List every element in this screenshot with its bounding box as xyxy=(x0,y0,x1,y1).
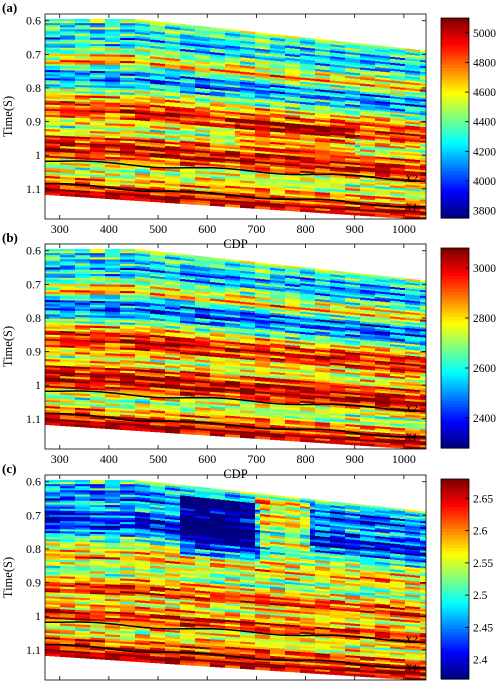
x-tick-label: 300 xyxy=(51,222,69,236)
y-tick-label: 0.9 xyxy=(26,115,41,129)
y-tick-label: 0.6 xyxy=(26,14,41,28)
y-axis-label: Time(S) xyxy=(1,557,15,598)
colorbar-tick-label: 5000 xyxy=(473,28,496,40)
y-tick-label: 0.6 xyxy=(26,475,41,489)
colorbar-tick-label: 2600 xyxy=(473,363,496,375)
horizon-line xyxy=(45,390,425,412)
colorbar: 2400 2600 2800 3000 xyxy=(440,247,496,449)
y-tick-label: 1 xyxy=(35,609,41,623)
horizon-label: X2 xyxy=(404,173,418,185)
colorbar-tick-label: 2.6 xyxy=(473,526,488,538)
x-tick-label: 500 xyxy=(149,452,167,466)
y-tick-label: 0.8 xyxy=(26,542,41,556)
x-tick-label: 1000 xyxy=(392,452,416,466)
x-tick-label: 900 xyxy=(346,222,364,236)
x-tick-label: 400 xyxy=(100,452,118,466)
colorbar-tick-label: 2400 xyxy=(473,413,496,425)
panel-label: (b) xyxy=(2,230,18,245)
colorbar-tick-label: 2.45 xyxy=(473,622,493,634)
colorbar-tick-label: 4400 xyxy=(473,117,496,129)
y-tick-label: 1 xyxy=(35,378,41,392)
horizon-label: X2 xyxy=(404,634,418,646)
panel-label: (a) xyxy=(2,0,17,15)
horizon-line xyxy=(45,643,425,669)
axes-frame xyxy=(44,243,427,450)
x-tick-label: 600 xyxy=(198,222,216,236)
horizon-line xyxy=(45,160,425,182)
colorbar-tick-label: 4200 xyxy=(473,146,496,158)
heatmap xyxy=(45,480,426,680)
horizon-label: X1 xyxy=(404,202,417,214)
colorbar-tick-label: 2.5 xyxy=(473,590,488,602)
y-tick-label: 0.7 xyxy=(26,47,41,61)
x-tick-label: 1000 xyxy=(392,222,416,236)
y-axis-label: Time(S) xyxy=(1,326,15,367)
x-tick-label: 800 xyxy=(297,222,315,236)
colorbar-tick-label: 4800 xyxy=(473,57,496,69)
panel-3: X2X130040050060070080090010000.60.70.80.… xyxy=(1,461,493,681)
y-tick-label: 0.6 xyxy=(26,244,41,258)
y-tick-label: 0.9 xyxy=(26,345,41,359)
panel-label: (c) xyxy=(2,461,16,476)
colorbar-tick-label: 2.65 xyxy=(473,493,493,505)
y-axis-label: Time(S) xyxy=(1,96,15,137)
axes-frame xyxy=(44,13,427,220)
x-tick-label: 700 xyxy=(247,222,265,236)
colorbar-tick-label: 4000 xyxy=(473,176,496,188)
horizons xyxy=(45,390,425,438)
y-tick-label: 0.8 xyxy=(26,81,41,95)
x-tick-label: 800 xyxy=(297,452,315,466)
heatmap xyxy=(45,249,426,449)
horizon-line xyxy=(45,412,425,438)
y-tick-label: 0.8 xyxy=(26,311,41,325)
y-tick-label: 1.1 xyxy=(26,182,41,196)
colorbar-tick-label: 2.55 xyxy=(473,558,493,570)
y-tick-label: 0.9 xyxy=(26,576,41,590)
x-tick-label: 300 xyxy=(51,452,69,466)
y-tick-label: 0.7 xyxy=(26,508,41,522)
x-tick-label: 900 xyxy=(346,452,364,466)
colorbar: 2.4 2.45 2.5 2.55 2.6 2.65 xyxy=(440,478,493,680)
x-tick-label: 600 xyxy=(198,452,216,466)
horizon-line xyxy=(45,182,425,208)
y-tick-label: 1.1 xyxy=(26,412,41,426)
horizon-label: X1 xyxy=(404,432,417,444)
x-tick-label: 500 xyxy=(149,222,167,236)
horizon-label: X1 xyxy=(404,663,417,675)
x-tick-label: 700 xyxy=(247,452,265,466)
y-tick-label: 1 xyxy=(35,148,41,162)
x-tick-label: 400 xyxy=(100,222,118,236)
colorbar-tick-label: 2.4 xyxy=(473,655,488,667)
colorbar-tick-label: 3000 xyxy=(473,263,496,275)
colorbar-tick-label: 3800 xyxy=(473,206,496,218)
horizons xyxy=(45,160,425,208)
y-tick-label: 1.1 xyxy=(26,643,41,657)
horizon-label: X2 xyxy=(404,403,418,415)
horizons xyxy=(45,621,425,669)
y-tick-label: 0.7 xyxy=(26,277,41,291)
colorbar-tick-label: 2800 xyxy=(473,313,496,325)
heatmap xyxy=(45,19,426,219)
x-axis-label: CDP xyxy=(223,467,247,481)
horizon-line xyxy=(45,621,425,643)
colorbar-tick-label: 4600 xyxy=(473,87,496,99)
panel-2: X2 X1 300 400 500 600 700 800 900 1000 0.6 0.7 0.8 0.… xyxy=(1,230,496,481)
axes-frame xyxy=(44,474,427,681)
panel-1: X2 X1 300 400 500 600 700 800 900 1000 0.6 0.7 0.8 0.… xyxy=(1,0,496,251)
colorbar: 3800 4000 4200 4400 4600 4800 5000 xyxy=(440,17,496,219)
